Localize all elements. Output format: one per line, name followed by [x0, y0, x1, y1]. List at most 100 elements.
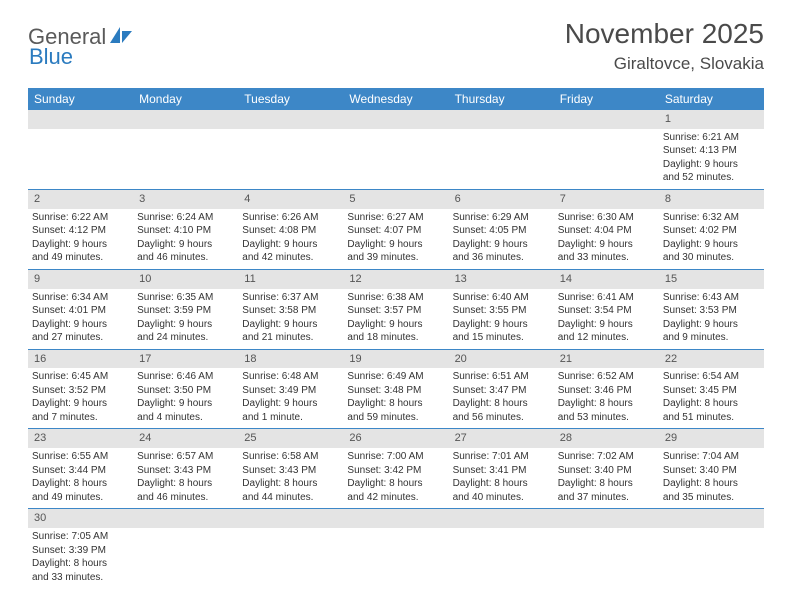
weekday-label: Wednesday — [343, 88, 448, 110]
day-cell: Sunrise: 6:29 AMSunset: 4:05 PMDaylight:… — [449, 209, 554, 269]
daylight-line1: Daylight: 9 hours — [32, 397, 129, 411]
sunset-line: Sunset: 3:44 PM — [32, 464, 129, 478]
day-number: 20 — [449, 350, 554, 369]
day-number: 18 — [238, 350, 343, 369]
sunrise-line: Sunrise: 6:29 AM — [453, 211, 550, 225]
daylight-line1: Daylight: 8 hours — [347, 397, 444, 411]
day-cell: Sunrise: 6:38 AMSunset: 3:57 PMDaylight:… — [343, 289, 448, 349]
daylight-line2: and 51 minutes. — [663, 411, 760, 425]
sunset-line: Sunset: 3:42 PM — [347, 464, 444, 478]
day-number: 26 — [343, 429, 448, 448]
sunset-line: Sunset: 4:12 PM — [32, 224, 129, 238]
day-number — [343, 509, 448, 528]
sunset-line: Sunset: 4:05 PM — [453, 224, 550, 238]
daylight-line1: Daylight: 8 hours — [558, 477, 655, 491]
weekday-label: Friday — [554, 88, 659, 110]
day-number — [133, 509, 238, 528]
sunrise-line: Sunrise: 6:22 AM — [32, 211, 129, 225]
week-row: 9101112131415Sunrise: 6:34 AMSunset: 4:0… — [28, 270, 764, 350]
daylight-line1: Daylight: 9 hours — [242, 397, 339, 411]
day-number: 30 — [28, 509, 133, 528]
daylight-line1: Daylight: 9 hours — [137, 397, 234, 411]
day-number: 25 — [238, 429, 343, 448]
sunset-line: Sunset: 4:07 PM — [347, 224, 444, 238]
day-cell: Sunrise: 7:00 AMSunset: 3:42 PMDaylight:… — [343, 448, 448, 508]
logo-sail-icon — [108, 25, 134, 50]
day-number — [238, 509, 343, 528]
sunrise-line: Sunrise: 6:38 AM — [347, 291, 444, 305]
day-cell — [238, 129, 343, 189]
day-cell: Sunrise: 6:37 AMSunset: 3:58 PMDaylight:… — [238, 289, 343, 349]
calendar: SundayMondayTuesdayWednesdayThursdayFrid… — [28, 88, 764, 588]
weekday-label: Sunday — [28, 88, 133, 110]
sunrise-line: Sunrise: 6:24 AM — [137, 211, 234, 225]
day-number — [449, 110, 554, 129]
daylight-line2: and 18 minutes. — [347, 331, 444, 345]
day-cell: Sunrise: 6:43 AMSunset: 3:53 PMDaylight:… — [659, 289, 764, 349]
daylight-line1: Daylight: 9 hours — [558, 238, 655, 252]
week-daynum-row: 2345678 — [28, 190, 764, 209]
day-number: 4 — [238, 190, 343, 209]
daylight-line2: and 4 minutes. — [137, 411, 234, 425]
sunrise-line: Sunrise: 7:05 AM — [32, 530, 129, 544]
day-cell — [449, 129, 554, 189]
title-block: November 2025 Giraltovce, Slovakia — [565, 18, 764, 74]
daylight-line1: Daylight: 8 hours — [663, 397, 760, 411]
day-number: 15 — [659, 270, 764, 289]
sunrise-line: Sunrise: 6:51 AM — [453, 370, 550, 384]
day-cell: Sunrise: 6:54 AMSunset: 3:45 PMDaylight:… — [659, 368, 764, 428]
week-row: 2345678 Sunrise: 6:22 AMSunset: 4:12 PM Da… — [28, 190, 764, 270]
day-cell — [343, 528, 448, 588]
sunset-line: Sunset: 3:47 PM — [453, 384, 550, 398]
sunrise-line: Sunrise: 6:55 AM — [32, 450, 129, 464]
sunrise-line: Sunrise: 7:02 AM — [558, 450, 655, 464]
daylight-line2: and 1 minute. — [242, 411, 339, 425]
sunrise-line: Sunrise: 6:32 AM — [663, 211, 760, 225]
sunset-line: Sunset: 3:54 PM — [558, 304, 655, 318]
sunset-line: Sunset: 3:53 PM — [663, 304, 760, 318]
daylight-line1: Daylight: 9 hours — [453, 238, 550, 252]
day-cell: Sunrise: 6:22 AMSunset: 4:12 PMDaylight:… — [28, 209, 133, 269]
daylight-line2: and 49 minutes. — [32, 491, 129, 505]
sunrise-line: Sunrise: 6:21 AM — [663, 131, 760, 145]
day-number: 17 — [133, 350, 238, 369]
day-cell — [554, 129, 659, 189]
sunrise-line: Sunrise: 6:35 AM — [137, 291, 234, 305]
day-number: 16 — [28, 350, 133, 369]
day-number: 2 — [28, 190, 133, 209]
daylight-line2: and 33 minutes. — [558, 251, 655, 265]
week-daynum-row: 16171819202122 — [28, 350, 764, 369]
day-cell — [28, 129, 133, 189]
sunset-line: Sunset: 3:58 PM — [242, 304, 339, 318]
week-row: 1Sunrise: 6:21 AMSunset: 4:13 PMDaylight… — [28, 110, 764, 190]
sunset-line: Sunset: 3:59 PM — [137, 304, 234, 318]
daylight-line2: and 40 minutes. — [453, 491, 550, 505]
daylight-line2: and 46 minutes. — [137, 491, 234, 505]
day-cell — [238, 528, 343, 588]
day-cell — [449, 528, 554, 588]
sunset-line: Sunset: 3:57 PM — [347, 304, 444, 318]
day-number: 27 — [449, 429, 554, 448]
week-daynum-row: 9101112131415 — [28, 270, 764, 289]
week-row: 23242526272829Sunrise: 6:55 AMSunset: 3:… — [28, 429, 764, 509]
week-data-row: Sunrise: 6:55 AMSunset: 3:44 PM Daylight:… — [28, 448, 764, 508]
daylight-line2: and 39 minutes. — [347, 251, 444, 265]
day-cell: Sunrise: 6:57 AMSunset: 3:43 PMDaylight:… — [133, 448, 238, 508]
daylight-line2: and 21 minutes. — [242, 331, 339, 345]
day-number: 29 — [659, 429, 764, 448]
daylight-line2: and 37 minutes. — [558, 491, 655, 505]
week-data-row: Sunrise: 6:22 AMSunset: 4:12 PM Daylight:… — [28, 209, 764, 269]
sunset-line: Sunset: 3:39 PM — [32, 544, 129, 558]
daylight-line2: and 42 minutes. — [347, 491, 444, 505]
daylight-line1: Daylight: 9 hours — [663, 158, 760, 172]
daylight-line2: and 53 minutes. — [558, 411, 655, 425]
day-cell: Sunrise: 7:04 AMSunset: 3:40 PMDaylight:… — [659, 448, 764, 508]
day-number: 8 — [659, 190, 764, 209]
daylight-line2: and 46 minutes. — [137, 251, 234, 265]
sunset-line: Sunset: 4:10 PM — [137, 224, 234, 238]
day-number: 22 — [659, 350, 764, 369]
daylight-line1: Daylight: 9 hours — [242, 238, 339, 252]
day-number — [554, 509, 659, 528]
day-cell — [343, 129, 448, 189]
day-cell — [133, 528, 238, 588]
